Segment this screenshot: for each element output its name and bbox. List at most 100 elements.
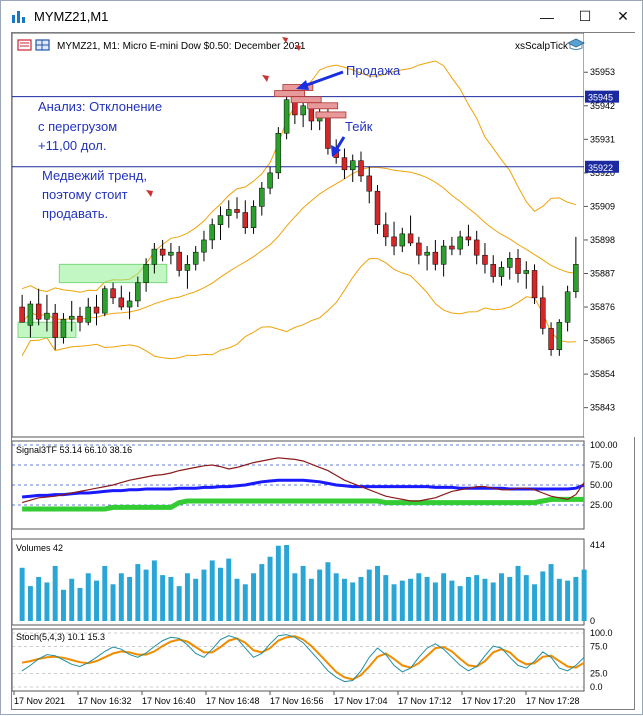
price-tick-label: 35876 [590, 302, 615, 312]
menu-icon[interactable] [17, 39, 32, 51]
stoch-panel[interactable]: Stoch(5,4,3) 10.1 15.3 100.0 75.0 25.0 0.0 [11, 628, 613, 692]
candle-body [498, 267, 505, 277]
volume-bar [69, 578, 75, 621]
volume-bar [317, 569, 323, 621]
volume-bar [60, 589, 66, 621]
volume-bar [300, 565, 306, 621]
volume-bar [209, 560, 215, 621]
candle-body [507, 257, 513, 268]
candle-body [531, 270, 538, 299]
cursor-marker-icon [146, 37, 301, 197]
price-level-tag [585, 160, 619, 173]
price-level-tag-text: 35922 [588, 163, 613, 173]
volume-bar [226, 558, 232, 621]
candle-body [209, 224, 215, 241]
volume-bar [350, 582, 356, 621]
time-tick-label: 17 Nov 17:04 [334, 696, 388, 706]
volume-bar [251, 573, 257, 621]
signal3tf-panel[interactable]: Signal3TF 53.14 66.10 38.16 100.00 75.00 5… [11, 440, 618, 530]
volume-bar [391, 584, 397, 621]
price-tick-label: 35843 [590, 403, 615, 413]
candle-body [349, 160, 356, 171]
candle-body [573, 264, 579, 293]
volumes-panel[interactable]: Volumes 42 414 0 [11, 538, 605, 626]
volume-bar [408, 578, 414, 621]
candle-body [192, 251, 199, 265]
volume-bar [333, 573, 339, 621]
candle-body [242, 212, 249, 229]
volume-bar [441, 573, 447, 621]
volume-bar [275, 545, 281, 621]
volume-bar [135, 564, 141, 621]
analysis-line-3: +11,00 дол. [38, 138, 107, 153]
volume-bar [94, 580, 99, 621]
sell-arrow-icon [296, 70, 344, 90]
candle-body [126, 300, 133, 308]
maximize-button[interactable]: ☐ [578, 8, 592, 24]
table-icon[interactable] [35, 39, 50, 51]
time-tick-label: 17 Nov 17:12 [398, 696, 452, 706]
volume-bar [341, 578, 347, 621]
volume-bar [85, 573, 91, 621]
candle-body [465, 236, 472, 241]
indicator-name: xsScalpTick [515, 41, 569, 52]
volume-bar [127, 576, 133, 621]
candle-body [358, 160, 364, 177]
stoch-main-line [21, 634, 585, 683]
symbol-description: MYMZ21, M1: Micro E-mini Dow $0.50: Dece… [57, 41, 306, 52]
candle-body [482, 254, 488, 265]
sell-order-box [274, 90, 306, 97]
chart-area[interactable]: 35953 35942 35931 35920 35909 35898 35887 35876… [11, 32, 636, 710]
volume-bar [160, 575, 166, 621]
volume-bar [515, 565, 521, 621]
volume-bar [176, 586, 182, 621]
volume-bar [308, 578, 314, 621]
stoch-panel-border [11, 628, 585, 692]
candle-body [267, 172, 273, 189]
candle-body [432, 251, 439, 265]
volume-bar [292, 573, 298, 621]
candle-body [201, 239, 207, 253]
volume-bar [449, 580, 455, 621]
price-tick-label: 35887 [590, 268, 615, 278]
stoch-tick-label: 100.0 [590, 628, 613, 638]
volume-bar [532, 584, 538, 621]
volume-bar [44, 582, 50, 621]
candle-body [143, 264, 149, 283]
time-tick-label: 17 Nov 2021 [14, 696, 65, 706]
volume-bar [201, 569, 207, 621]
close-button[interactable]: ✕ [617, 8, 629, 24]
volume-bar [19, 567, 25, 621]
stoch-signal-line [21, 635, 585, 681]
time-tick-label: 17 Nov 17:28 [526, 696, 580, 706]
candle-body [93, 306, 100, 314]
price-tick-label: 35953 [590, 67, 615, 77]
candle-body [540, 297, 546, 329]
volume-bar [242, 584, 248, 621]
volume-bar [143, 569, 149, 621]
candle-body [407, 233, 414, 244]
candle-body [473, 239, 480, 256]
volume-bar [375, 565, 380, 621]
candle-body [168, 251, 174, 256]
price-tick-label: 35865 [590, 336, 615, 346]
volume-bar [267, 556, 273, 621]
volume-bar [151, 560, 157, 621]
candle-body [283, 99, 290, 134]
time-tick-label: 17 Nov 16:56 [270, 696, 324, 706]
volume-bar [36, 576, 42, 621]
candle-body [416, 242, 422, 256]
candle-body [440, 245, 447, 265]
volume-bar [432, 582, 438, 621]
main-price-panel[interactable]: 35953 35942 35931 35920 35909 35898 35887 35876… [11, 32, 636, 438]
stoch-axis-ticks: 100.0 75.0 25.0 0.0 [12, 628, 613, 692]
signal-lines [21, 457, 585, 512]
volume-bar [540, 571, 546, 621]
sell-label: Продажа [346, 63, 401, 78]
volume-bar [565, 580, 571, 621]
volume-bar [465, 576, 471, 621]
minimize-button[interactable]: — [540, 8, 554, 25]
candle-body [77, 315, 83, 323]
volume-bar [399, 580, 405, 621]
candle-body [27, 303, 34, 326]
